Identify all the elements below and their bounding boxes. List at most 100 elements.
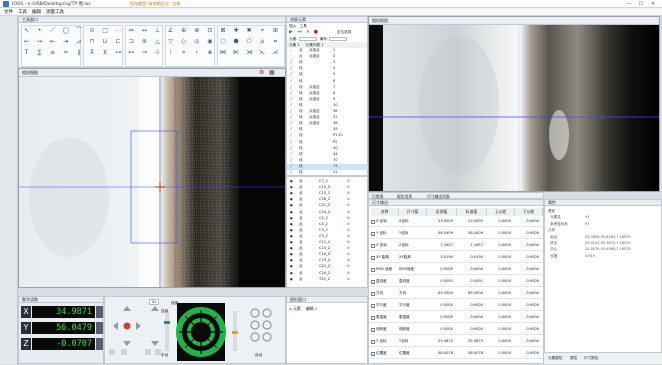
auto-focus-label[interactable]: 自动: [255, 353, 263, 357]
element-list-item[interactable]: ╱ 线 10: [287, 103, 369, 109]
delete-point-icon[interactable]: ⊘: [347, 276, 351, 281]
circle-icon[interactable]: ◯: [62, 27, 70, 34]
delete-point-icon[interactable]: ⊘: [347, 264, 351, 269]
delete-point-icon[interactable]: ⊘: [347, 191, 351, 196]
grid-icon[interactable]: ⊞: [272, 27, 278, 34]
delete-point-icon[interactable]: ⊘: [347, 215, 351, 220]
column-header[interactable]: 下公差: [515, 208, 543, 216]
row-checkbox[interactable]: [371, 279, 375, 284]
minimize-button[interactable]: —: [626, 1, 632, 7]
element-list-item[interactable]: ╱ 线 44: [287, 152, 369, 158]
rect-icon[interactable]: □: [102, 27, 108, 34]
star-circle-icon[interactable]: ⊛: [141, 38, 147, 45]
table-row[interactable]: [369, 264, 543, 275]
element-search-input[interactable]: [298, 37, 317, 41]
mult-left-icon[interactable]: ⊶: [115, 49, 122, 56]
table-row[interactable]: [369, 312, 543, 323]
z-up-icon[interactable]: [151, 306, 159, 311]
menu-measure[interactable]: 测量工具: [46, 10, 64, 15]
property-row[interactable]: 起点 25.0006,55.6284,7.16579: [545, 234, 661, 240]
boxx-icon[interactable]: ⊠: [220, 27, 226, 34]
element-list-item[interactable]: ╱ 线 40: [287, 146, 369, 152]
point-list-item[interactable]: ● 点 T25_2 ⊘: [287, 277, 369, 283]
right-bracket-icon[interactable]: ⊐: [128, 38, 134, 45]
light-back-icon[interactable]: [250, 332, 260, 342]
point-icon[interactable]: •: [37, 27, 42, 34]
hex-fill-icon[interactable]: ⬢: [233, 38, 239, 45]
select-icon[interactable]: ↖: [23, 27, 30, 34]
element-list-item[interactable]: ╱ 线 P2: [287, 140, 369, 146]
point-list-item[interactable]: ● 点 C18_2 ⊘: [287, 197, 369, 203]
lthree-icon[interactable]: ⋋: [259, 49, 266, 56]
point-list-item[interactable]: ● 点 C24_2 ⊘: [287, 271, 369, 277]
table-row[interactable]: [369, 240, 543, 251]
xcircle-icon[interactable]: ⊗: [194, 27, 200, 34]
table-row[interactable]: [369, 348, 543, 359]
pause-icon[interactable]: ⏸: [306, 29, 310, 35]
speed-slider[interactable]: [165, 311, 169, 351]
tab-element-props[interactable]: 元素属性: [548, 356, 563, 360]
box-icon[interactable]: ⊡: [207, 27, 213, 34]
camera-image[interactable]: [19, 77, 286, 288]
row-checkbox[interactable]: [371, 219, 375, 224]
element-list-item[interactable]: ╱ 线 P1,E1: [287, 133, 369, 139]
line-icon[interactable]: ／: [49, 27, 56, 34]
z-down-icon[interactable]: [151, 341, 159, 346]
angle-icon[interactable]: ∠: [167, 27, 174, 34]
distance-icon[interactable]: ⇔: [128, 27, 134, 34]
delete-point-icon[interactable]: ⊘: [347, 179, 351, 183]
ltimes-icon[interactable]: ⋉: [233, 49, 240, 56]
table-row[interactable]: [369, 276, 543, 287]
delete-point-icon[interactable]: ⊘: [347, 185, 351, 190]
column-header[interactable]: 名称: [371, 208, 399, 216]
element-list-item[interactable]: ╱ 线 点组合 36: [287, 109, 369, 115]
menu-edit[interactable]: 编辑: [32, 10, 41, 15]
triangle-icon[interactable]: ⊿: [76, 38, 82, 45]
element-list-item[interactable]: ╱ 线 点组合 8: [287, 91, 369, 97]
tab-elements[interactable]: 元素 1: [289, 43, 300, 47]
nor-icon[interactable]: ⊻: [102, 49, 108, 56]
cup-icon[interactable]: ⊔: [102, 38, 108, 45]
zoom-select[interactable]: 5x: [149, 299, 160, 305]
lock-icon[interactable]: [155, 349, 161, 355]
center-icon[interactable]: ⊙: [89, 27, 95, 34]
cross-icon[interactable]: ⊕: [181, 27, 187, 34]
nand-icon[interactable]: ⊼: [89, 49, 95, 56]
mode-continuous[interactable]: 连续: [161, 309, 169, 313]
redo-icon[interactable]: ↪: [37, 38, 43, 45]
element-list-item[interactable]: ╱ 线 点组合 37: [287, 115, 369, 121]
home-icon[interactable]: [145, 349, 151, 355]
element-list-item[interactable]: ╱ 线 4: [287, 66, 369, 72]
end-icon[interactable]: ⇥: [63, 38, 69, 45]
start-icon[interactable]: ⇤: [50, 38, 56, 45]
parallel-icon[interactable]: ∥: [77, 49, 81, 56]
sum-icon[interactable]: ∑: [37, 49, 42, 56]
speed-down-icon[interactable]: [121, 349, 127, 355]
bowtie-icon[interactable]: ⋈: [220, 49, 226, 56]
point-list-item[interactable]: ● 点 C11_2 ⊘: [287, 240, 369, 246]
element-list-item[interactable]: ◦ 点 点组合 1: [287, 48, 369, 54]
point-list-item[interactable]: ● 点 C10_2 ⊘: [287, 185, 369, 191]
point-list-item[interactable]: ● 点 C15_2 ⊘: [287, 191, 369, 197]
dro-x-zero-button[interactable]: [96, 306, 103, 318]
text-icon[interactable]: T: [24, 49, 29, 56]
element-list-item[interactable]: ╱ 线 70: [287, 158, 369, 164]
mult-map-icon[interactable]: ⊸: [141, 49, 147, 56]
point-list-item[interactable]: ● 点 C7_2 ⊘: [287, 179, 369, 185]
speed-slider-thumb[interactable]: [164, 321, 170, 324]
rtimes-icon[interactable]: ⋊: [246, 49, 253, 56]
delete-point-icon[interactable]: ⊘: [347, 270, 351, 275]
table-row[interactable]: [369, 252, 543, 263]
element-count-input[interactable]: [329, 37, 348, 41]
dro-z-zero-button[interactable]: [96, 338, 103, 350]
jog-down-icon[interactable]: [123, 341, 131, 346]
plus-icon[interactable]: ✚: [233, 27, 239, 34]
z-slider-thumb[interactable]: [232, 331, 238, 334]
table-row[interactable]: [369, 288, 543, 299]
delete-point-icon[interactable]: ⊘: [347, 252, 351, 257]
element-list-item[interactable]: ╱ 线 点组合 7: [287, 85, 369, 91]
table-row[interactable]: [369, 336, 543, 347]
row-checkbox[interactable]: [371, 303, 375, 308]
locate-select-label[interactable]: 定位选择: [337, 30, 352, 34]
column-header[interactable]: 标准值: [457, 208, 487, 216]
